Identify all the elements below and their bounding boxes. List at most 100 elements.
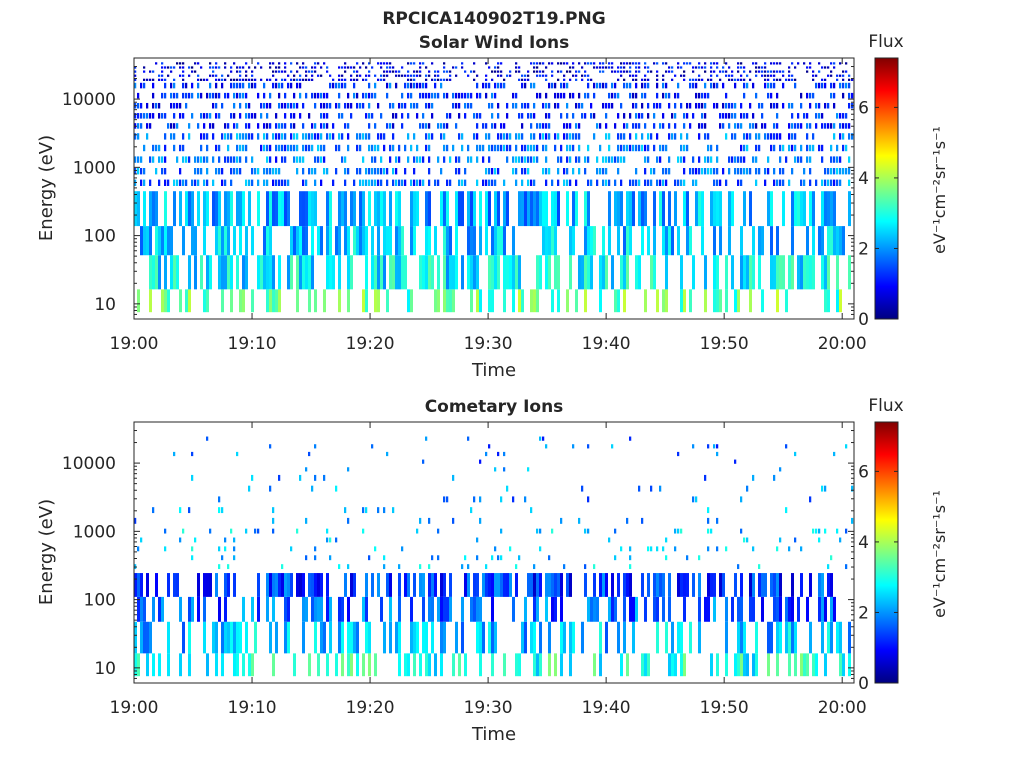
heatmap-cell <box>353 621 356 654</box>
heatmap-cell <box>716 168 719 175</box>
heatmap-cell <box>170 123 173 129</box>
heatmap-cell <box>272 74 275 77</box>
heatmap-cell <box>557 102 560 109</box>
x-tick-label: 19:40 <box>582 334 631 354</box>
heatmap-cell <box>137 123 140 129</box>
heatmap-cell <box>650 255 653 290</box>
heatmap-cell <box>713 573 716 597</box>
heatmap-cell <box>629 82 632 89</box>
heatmap-cell <box>140 621 143 654</box>
heatmap-cell <box>491 102 494 109</box>
heatmap-cell <box>236 451 239 457</box>
heatmap-cell <box>686 191 689 227</box>
heatmap-cell <box>782 70 785 73</box>
heatmap-cell <box>851 133 854 140</box>
heatmap-cell <box>323 144 326 152</box>
heatmap-cell <box>323 156 326 163</box>
heatmap-cell <box>173 113 176 119</box>
heatmap-cell <box>245 92 248 99</box>
heatmap-cell <box>179 653 182 677</box>
heatmap-cell <box>278 168 281 175</box>
heatmap-cell <box>170 102 173 109</box>
heatmap-cell <box>437 255 440 290</box>
heatmap-cell <box>656 156 659 163</box>
heatmap-cell <box>161 74 164 77</box>
heatmap-cell <box>299 156 302 163</box>
heatmap-cell <box>155 191 158 227</box>
heatmap-cell <box>251 133 254 140</box>
heatmap-cell <box>770 621 773 654</box>
heatmap-cell <box>335 653 338 677</box>
heatmap-cell <box>134 573 137 597</box>
heatmap-cell <box>374 92 377 99</box>
heatmap-cell <box>305 179 308 186</box>
heatmap-cell <box>368 92 371 99</box>
heatmap-cell <box>587 444 590 449</box>
heatmap-cell <box>329 226 332 256</box>
heatmap-cell <box>824 485 827 492</box>
heatmap-cell <box>383 564 386 570</box>
heatmap-cell <box>596 168 599 175</box>
heatmap-cell <box>773 82 776 89</box>
heatmap-cell <box>596 596 599 622</box>
heatmap-cell <box>794 144 797 152</box>
heatmap-cell <box>425 255 428 290</box>
heatmap-cell <box>398 144 401 152</box>
heatmap-cell <box>683 653 686 677</box>
heatmap-cell <box>692 78 695 81</box>
heatmap-cell <box>188 255 191 290</box>
heatmap-cell <box>662 596 665 622</box>
heatmap-cell <box>212 179 215 186</box>
heatmap-cell <box>146 123 149 129</box>
heatmap-cell <box>164 226 167 256</box>
heatmap-cell <box>149 156 152 163</box>
heatmap-cell <box>584 62 587 65</box>
heatmap-cell <box>821 485 824 492</box>
heatmap-cell <box>650 168 653 175</box>
heatmap-cell <box>275 191 278 227</box>
heatmap-cell <box>620 156 623 163</box>
heatmap-cell <box>383 78 386 81</box>
heatmap-cell <box>290 133 293 140</box>
heatmap-cell <box>833 133 836 140</box>
heatmap-cell <box>482 82 485 89</box>
x-axis-ticks: 19:00 19:10 19:20 19:30 19:40 19:50 20:00 <box>110 58 867 354</box>
heatmap-cell <box>776 226 779 256</box>
heatmap-cell <box>503 255 506 290</box>
heatmap-cell <box>203 156 206 163</box>
heatmap-cell <box>311 255 314 290</box>
heatmap-cell <box>155 168 158 175</box>
heatmap-cell <box>137 546 140 552</box>
heatmap-cell <box>434 92 437 99</box>
heatmap-cell <box>731 102 734 109</box>
heatmap-cell <box>665 168 668 175</box>
heatmap-cell <box>662 191 665 227</box>
heatmap-cell <box>671 70 674 73</box>
heatmap-cell <box>353 226 356 256</box>
heatmap-cell <box>839 179 842 186</box>
heatmap-cell <box>740 255 743 290</box>
heatmap-cell <box>722 168 725 175</box>
heatmap-cell <box>488 191 491 227</box>
heatmap-cell <box>185 82 188 89</box>
heatmap-cell <box>587 528 590 534</box>
heatmap-cell <box>320 123 323 129</box>
heatmap-cell <box>347 289 350 313</box>
heatmap-cell <box>494 123 497 129</box>
heatmap-cell <box>446 78 449 81</box>
heatmap-cell <box>713 82 716 89</box>
heatmap-cell <box>197 596 200 622</box>
heatmap-cell <box>299 82 302 89</box>
heatmap-cell <box>410 102 413 109</box>
heatmap-cell <box>230 156 233 163</box>
heatmap-cell <box>383 168 386 175</box>
heatmap-cell <box>428 144 431 152</box>
heatmap-cell <box>326 226 329 256</box>
heatmap-cell <box>311 66 314 69</box>
heatmap-cell <box>317 596 320 622</box>
heatmap-cell <box>446 226 449 256</box>
heatmap-cell <box>476 621 479 654</box>
heatmap-cell <box>812 78 815 81</box>
heatmap-cell <box>152 507 155 514</box>
heatmap-cell <box>791 78 794 81</box>
